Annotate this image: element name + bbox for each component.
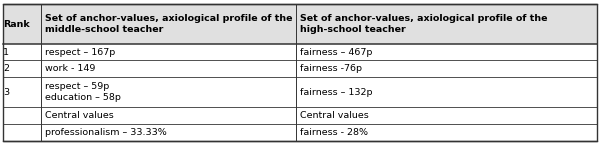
Text: Set of anchor-values, axiological profile of the
middle-school teacher: Set of anchor-values, axiological profil… xyxy=(45,14,293,34)
Text: work - 149: work - 149 xyxy=(45,64,95,73)
Text: fairness -76p: fairness -76p xyxy=(300,64,362,73)
Text: fairness - 28%: fairness - 28% xyxy=(300,128,368,137)
Text: Central values: Central values xyxy=(300,111,369,120)
Text: 3: 3 xyxy=(3,88,9,97)
Text: 1: 1 xyxy=(3,48,9,57)
Text: 2: 2 xyxy=(3,64,9,73)
Bar xyxy=(3,4,597,44)
Text: fairness – 132p: fairness – 132p xyxy=(300,88,373,97)
Text: professionalism – 33.33%: professionalism – 33.33% xyxy=(45,128,167,137)
Text: Central values: Central values xyxy=(45,111,114,120)
Text: respect – 167p: respect – 167p xyxy=(45,48,115,57)
Text: respect – 59p
education – 58p: respect – 59p education – 58p xyxy=(45,82,121,102)
Text: Rank: Rank xyxy=(3,20,30,29)
Text: Set of anchor-values, axiological profile of the
high-school teacher: Set of anchor-values, axiological profil… xyxy=(300,14,548,34)
Text: fairness – 467p: fairness – 467p xyxy=(300,48,373,57)
